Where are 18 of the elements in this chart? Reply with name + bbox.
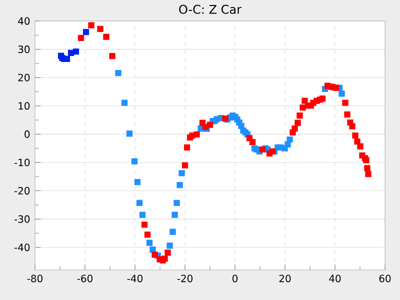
chart-title: O-C: Z Car <box>179 4 242 14</box>
x-tick-label: -80 <box>27 274 42 282</box>
x-tick-label: -20 <box>177 274 192 282</box>
x-tick-label: 40 <box>329 274 341 282</box>
y-tick-label: -20 <box>14 186 30 195</box>
y-tick-label: 10 <box>18 102 30 110</box>
y-tick-label: -30 <box>14 215 30 223</box>
y-tick-label: -10 <box>14 158 30 166</box>
y-tick-label: 30 <box>18 46 30 54</box>
y-tick-label: 20 <box>18 74 30 82</box>
y-tick-label: -40 <box>14 244 30 252</box>
x-tick-label: 20 <box>279 274 291 282</box>
y-tick-label: 0 <box>24 130 30 138</box>
x-tick-label: 60 <box>379 274 391 282</box>
x-tick-label: -60 <box>77 274 92 282</box>
x-tick-label: -40 <box>127 274 142 282</box>
y-tick-label: 40 <box>18 17 30 25</box>
x-tick-label: 0 <box>232 274 238 282</box>
